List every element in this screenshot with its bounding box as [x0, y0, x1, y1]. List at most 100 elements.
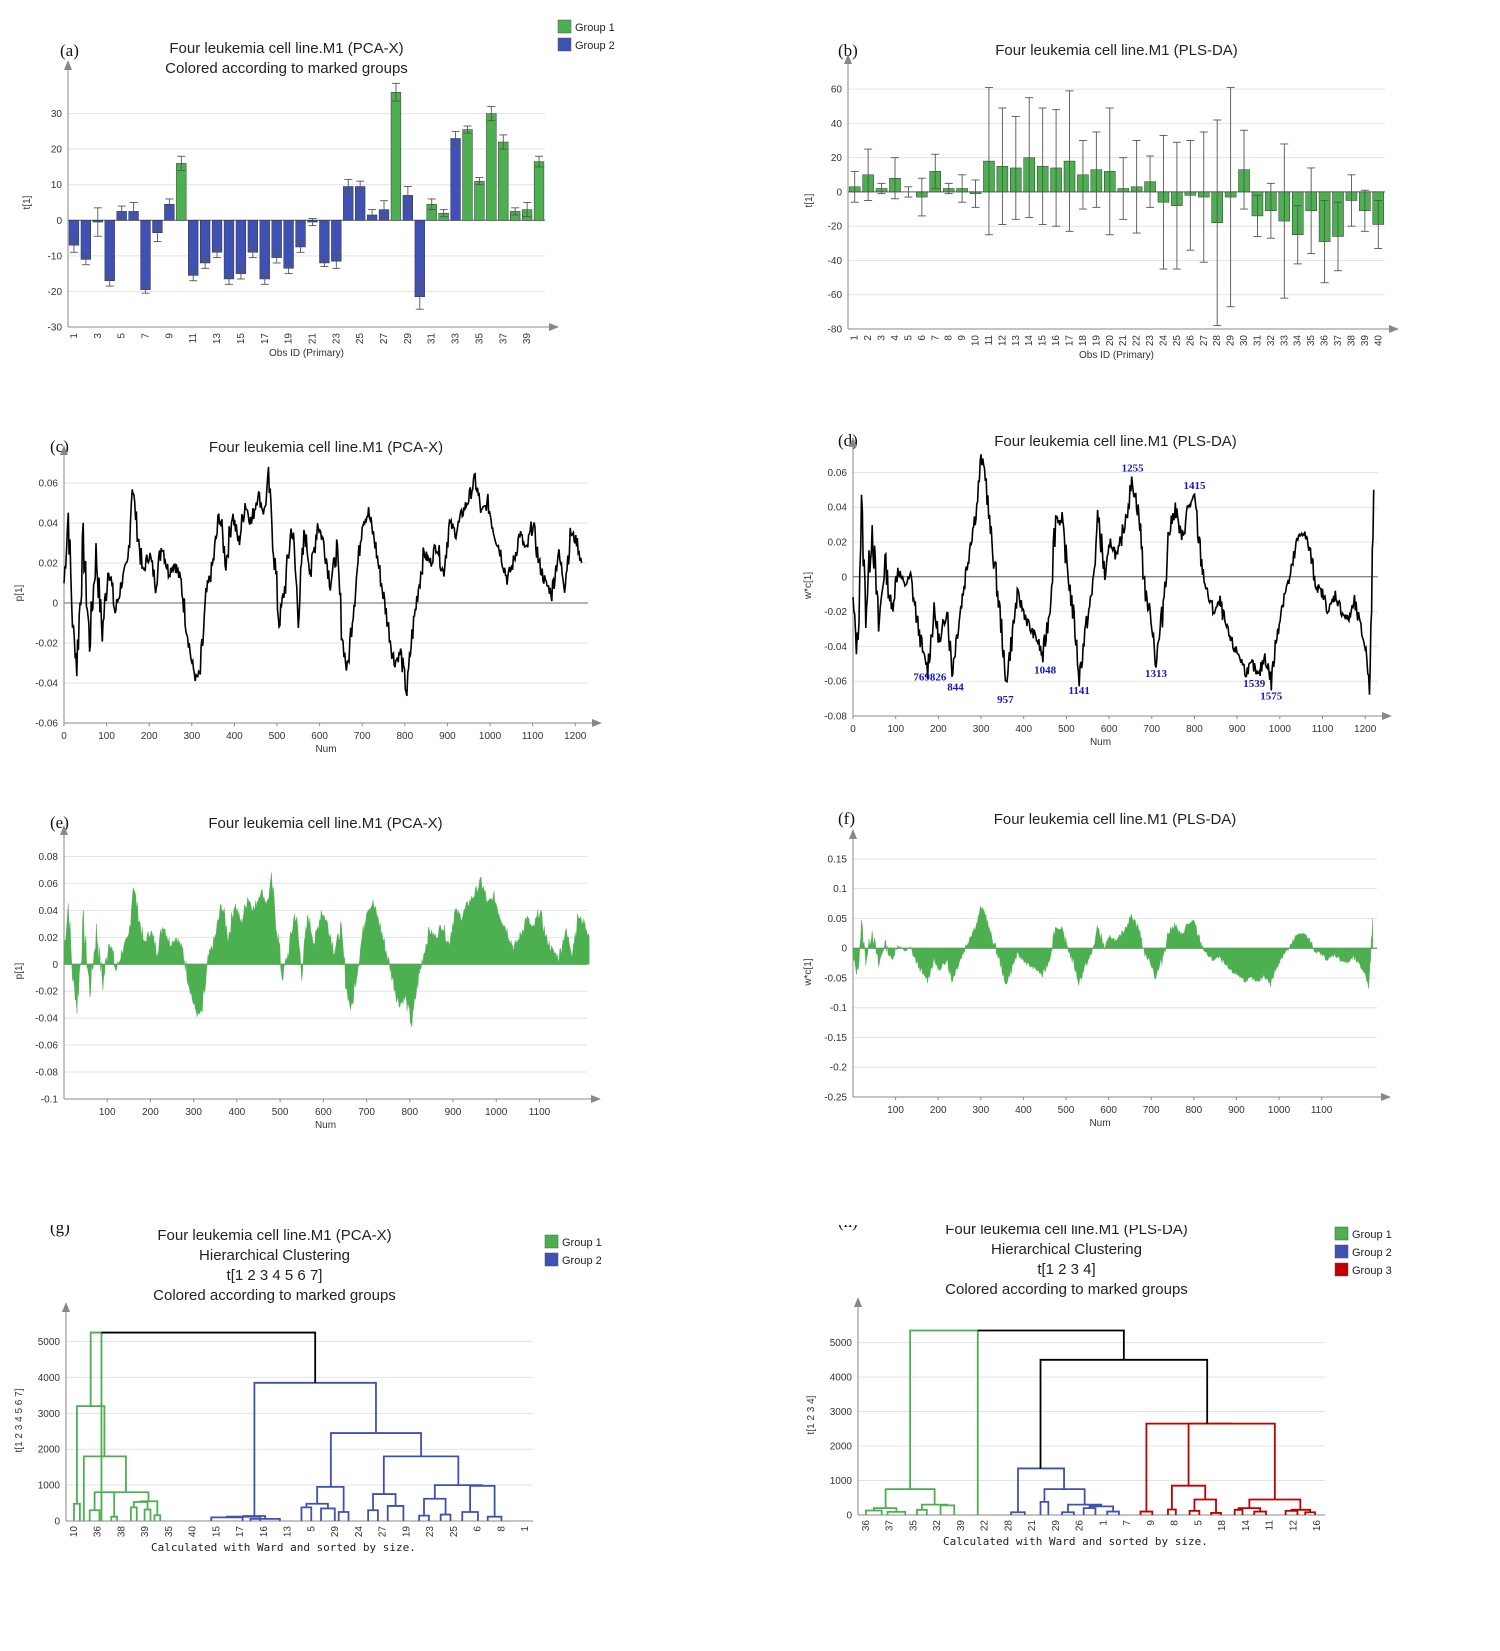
- dendrogram-link: [382, 1455, 460, 1495]
- x-axis-arrow: [549, 323, 559, 331]
- x-tick-label: 700: [358, 1107, 375, 1118]
- leaf-label: 7: [1122, 1520, 1133, 1526]
- chart-d: (d) -0.08 -0.06 -0.04 -0.02 0 0.02 0.04 0.06 w*c[…: [803, 431, 1392, 748]
- y-tick-label: 0.04: [39, 519, 59, 530]
- x-axis-label: Obs ID (Primary): [269, 348, 344, 359]
- dendrogram-link: [89, 1331, 103, 1521]
- x-tick-label: 13: [212, 333, 223, 345]
- leaf-label: 40: [188, 1526, 199, 1538]
- y-tick-label: 4000: [38, 1373, 61, 1384]
- y-tick-label: 0.02: [39, 559, 59, 570]
- leaf-label: 12: [1288, 1520, 1299, 1532]
- dendrogram-link: [909, 1329, 979, 1515]
- y-axis-arrow: [62, 1302, 70, 1312]
- chart-title: Four leukemia cell line.M1 (PCA-X): [169, 40, 403, 57]
- footnote: Calculated with Ward and sorted by size.: [943, 1535, 1208, 1548]
- leaf-label: 29: [330, 1526, 341, 1538]
- y-axis-arrow: [849, 437, 857, 447]
- x-tick-label: 19: [1091, 335, 1102, 347]
- x-tick-label: 1: [69, 333, 80, 339]
- x-tick-label: 1000: [479, 731, 502, 742]
- peak-annotation: 1313: [1145, 668, 1168, 680]
- x-tick-label: 17: [260, 333, 271, 345]
- chart-subtitle: t[1 2 3 4 5 6 7]: [227, 1267, 323, 1284]
- y-tick-label: 0.15: [828, 854, 848, 865]
- leaf-label: 16: [259, 1526, 270, 1538]
- x-tick-label: 15: [1038, 335, 1049, 347]
- x-tick-label: 8: [944, 335, 955, 341]
- leaf-label: 14: [1241, 1520, 1252, 1532]
- x-tick-label: 600: [1101, 724, 1118, 735]
- chart-title: Four leukemia cell line.M1 (PLS-DA): [995, 42, 1238, 59]
- x-tick-label: 17: [1065, 335, 1076, 347]
- leaf-label: 23: [425, 1526, 436, 1538]
- dendrogram-link: [1233, 1508, 1244, 1515]
- leaf-label: 5: [306, 1526, 317, 1532]
- leaf-label: 36: [861, 1520, 872, 1532]
- dendrogram-link: [1170, 1484, 1207, 1510]
- chart-a: (a) -30 -20 -10 0 10 20 30 t[1] Four leukemia cel…: [22, 19, 615, 359]
- dendrogram-link: [153, 1514, 162, 1521]
- dendrogram-link: [316, 1486, 345, 1513]
- x-axis-arrow: [1389, 325, 1399, 333]
- x-tick-label: 18: [1078, 335, 1089, 347]
- bar: [140, 220, 151, 290]
- bar: [462, 129, 473, 221]
- bar: [80, 220, 92, 260]
- y-tick-label: 30: [51, 109, 63, 120]
- leaf-label: 18: [1217, 1520, 1228, 1532]
- x-tick-label: 200: [142, 1107, 159, 1118]
- y-tick-label: 0: [846, 1511, 852, 1522]
- y-axis-label: w*c[1]: [803, 958, 814, 986]
- y-tick-label: 0.05: [828, 914, 848, 925]
- legend-swatch: [557, 37, 572, 52]
- x-tick-label: 37: [498, 333, 509, 345]
- x-tick-label: 3: [93, 333, 104, 339]
- x-tick-label: 30: [1239, 335, 1250, 347]
- x-tick-label: 25: [355, 333, 366, 345]
- leaf-label: 8: [496, 1526, 507, 1532]
- y-axis-label: t[1]: [22, 195, 33, 209]
- series-line: [63, 466, 583, 697]
- dendrogram-link: [329, 1432, 422, 1487]
- chart-title: Four leukemia cell line.M1 (PLS-DA): [945, 1225, 1188, 1238]
- y-tick-label: 2000: [830, 1442, 853, 1453]
- panel-label: (a): [60, 41, 79, 60]
- legend-label: Group 1: [575, 22, 615, 34]
- x-tick-label: 23: [331, 333, 342, 345]
- x-tick-label: 200: [141, 731, 158, 742]
- leaf-label: 9: [1146, 1520, 1157, 1526]
- y-tick-label: -10: [48, 251, 63, 262]
- leaf-label: 25: [449, 1526, 460, 1538]
- y-axis-label: p[1]: [14, 584, 25, 601]
- y-tick-label: 20: [51, 145, 63, 156]
- bar: [235, 220, 247, 274]
- peak-annotation: 957: [997, 694, 1014, 706]
- chart-title: Four leukemia cell line.M1 (PCA-X): [209, 439, 443, 456]
- y-tick-label: 60: [831, 85, 843, 96]
- peak-annotation: 769826: [913, 671, 947, 683]
- y-tick-label: -0.2: [830, 1063, 848, 1074]
- x-tick-label: 11: [188, 333, 199, 344]
- dendrogram-link: [1082, 1507, 1097, 1515]
- dendrogram-link: [1284, 1509, 1299, 1515]
- legend-swatch: [544, 1252, 559, 1267]
- x-tick-label: 26: [1185, 335, 1196, 347]
- legend-label: Group 2: [575, 40, 615, 52]
- dendrogram-link: [977, 1329, 1125, 1360]
- y-tick-label: 0: [836, 187, 842, 198]
- panel-label: (b): [838, 41, 858, 60]
- leaf-label: 26: [1075, 1520, 1086, 1532]
- bar: [450, 138, 461, 221]
- x-tick-label: 900: [439, 731, 456, 742]
- x-tick-label: 200: [930, 1105, 947, 1116]
- y-tick-label: -0.08: [35, 1068, 58, 1079]
- y-tick-label: -0.25: [824, 1093, 847, 1104]
- x-tick-label: 2: [863, 335, 874, 341]
- x-tick-label: 10: [971, 335, 982, 347]
- y-tick-label: 0.06: [39, 479, 59, 490]
- x-tick-label: 23: [1145, 335, 1156, 347]
- bar: [176, 163, 187, 221]
- x-tick-label: 37: [1333, 335, 1344, 347]
- x-tick-label: 600: [1100, 1105, 1117, 1116]
